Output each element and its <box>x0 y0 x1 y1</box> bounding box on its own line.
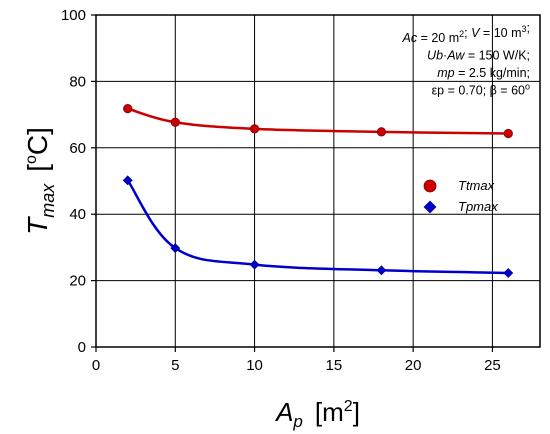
series-Tpmax <box>122 175 514 278</box>
series-Ttmax <box>123 104 513 139</box>
plot-area <box>96 15 540 347</box>
data-point <box>122 175 133 186</box>
data-point <box>503 268 514 278</box>
data-point <box>249 124 260 134</box>
annotation-line: Ub·Aw = 150 W/K; <box>427 49 530 63</box>
legend-label: Ttmax <box>458 178 495 193</box>
y-tick-labels: 0 20 40 60 80 100 <box>61 7 86 356</box>
series-line <box>126 179 509 275</box>
legend: Ttmax Tpmax <box>423 178 498 214</box>
x-tick-label: 25 <box>484 357 501 374</box>
y-axis-title: Tmax[oC] <box>22 127 58 235</box>
legend-marker <box>423 179 437 193</box>
plot-frame <box>95 14 541 348</box>
data-point <box>170 243 181 253</box>
x-axis-title: Ap [m2] <box>274 397 360 431</box>
x-tick-label: 5 <box>171 357 179 374</box>
legend-label: Tpmax <box>458 199 498 214</box>
y-tick-label: 100 <box>61 7 86 24</box>
x-tick-label: 20 <box>405 357 422 374</box>
y-tick-label: 80 <box>69 73 86 90</box>
data-point <box>123 104 133 114</box>
annotation-line: εp = 0.70; β = 60o <box>432 82 530 98</box>
x-tick-label: 15 <box>326 357 343 374</box>
data-point <box>503 128 513 139</box>
legend-marker <box>423 200 437 214</box>
series-layer <box>122 104 514 278</box>
x-tick-label: 10 <box>246 357 263 374</box>
grid <box>96 15 540 347</box>
data-point <box>170 117 180 127</box>
y-tick-label: 60 <box>69 140 86 157</box>
data-point <box>376 127 387 137</box>
annotation-line: Ac = 20 m2; V = 10 m3; <box>402 21 531 45</box>
annotation-line: mp = 2.5 kg/min; <box>437 66 530 80</box>
data-point <box>376 265 387 276</box>
x-tick-label: 0 <box>92 357 100 374</box>
y-tick-label: 20 <box>69 273 86 290</box>
annotation-block: Ac = 20 m2; V = 10 m3; Ub·Aw = 150 W/K; mp… <box>402 21 531 98</box>
data-point <box>249 259 260 270</box>
y-tick-label: 40 <box>69 206 86 223</box>
x-tick-labels: 0 5 10 15 20 25 <box>92 357 501 374</box>
y-tick-label: 0 <box>78 339 86 356</box>
series-line <box>127 107 509 135</box>
tick-marks <box>91 14 494 352</box>
